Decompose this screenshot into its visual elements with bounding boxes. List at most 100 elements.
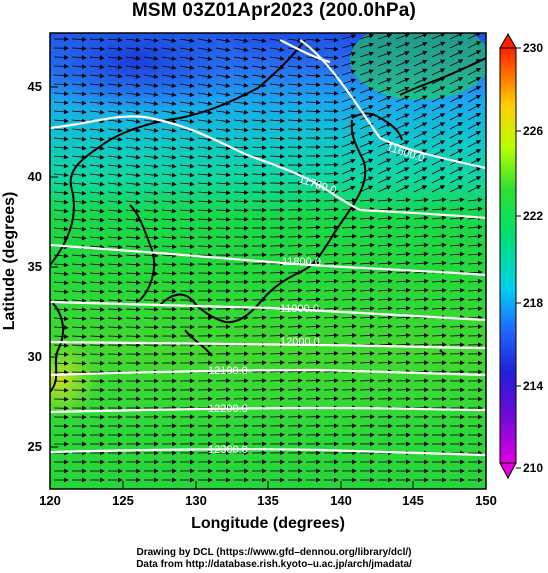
wind-arrow	[359, 269, 375, 275]
contour-label: 12300.0	[208, 444, 248, 456]
colorbar-tick-label: 226	[523, 124, 543, 138]
wind-arrow	[287, 333, 303, 338]
wind-arrow	[431, 206, 447, 212]
wind-arrow	[71, 136, 87, 142]
wind-arrow	[215, 65, 231, 71]
wind-arrow	[143, 74, 159, 79]
wind-arrow	[143, 181, 159, 187]
wind-arrow	[449, 333, 465, 339]
wind-arrow	[413, 167, 428, 175]
wind-arrow	[377, 333, 393, 338]
wind-arrow	[449, 149, 464, 157]
wind-arrow	[413, 86, 428, 94]
wind-arrow	[233, 136, 249, 142]
wind-arrow	[89, 55, 105, 61]
wind-arrow	[377, 242, 393, 248]
wind-arrow	[359, 360, 375, 365]
wind-arrow	[125, 217, 141, 223]
map-title: MSM 03Z01Apr2023 (200.0hPa)	[131, 0, 417, 21]
wind-arrow	[161, 65, 177, 70]
wind-arrow	[449, 50, 464, 58]
wind-arrow	[377, 278, 393, 284]
wind-arrow	[107, 190, 123, 196]
wind-arrow	[125, 136, 141, 142]
wind-arrow	[449, 41, 464, 49]
wind-arrow	[107, 109, 123, 115]
wind-arrow	[431, 140, 446, 148]
wind-arrow	[341, 224, 357, 230]
wind-arrow	[377, 305, 393, 311]
wind-arrow	[323, 396, 339, 402]
wind-arrow	[395, 197, 411, 203]
wind-arrow	[71, 55, 87, 60]
wind-arrow	[269, 145, 285, 150]
wind-arrow	[179, 199, 195, 205]
wind-arrow	[125, 289, 141, 294]
wind-arrow	[341, 351, 357, 356]
wind-arrow	[467, 131, 482, 139]
wind-arrow	[305, 279, 321, 284]
wind-arrow	[89, 217, 105, 223]
wind-arrow	[467, 206, 483, 212]
wind-arrow	[467, 315, 483, 321]
wind-arrow	[215, 47, 231, 53]
wind-arrow	[431, 41, 446, 49]
wind-arrow	[449, 324, 465, 329]
credit-data: Data from http://database.rish.kyoto–u.a…	[136, 559, 412, 570]
wind-arrow	[71, 235, 87, 241]
wind-arrow	[287, 360, 303, 365]
wind-arrow	[197, 101, 213, 106]
wind-arrow	[467, 122, 482, 130]
wind-arrow	[251, 387, 267, 393]
wind-arrow	[107, 316, 123, 321]
wind-arrow	[395, 260, 411, 266]
wind-arrow	[71, 163, 87, 169]
wind-arrow	[89, 289, 105, 295]
wind-arrow	[377, 260, 393, 266]
wind-arrow	[449, 287, 465, 293]
wind-arrow	[71, 343, 87, 348]
wind-arrow	[143, 83, 159, 88]
wind-arrow	[197, 83, 213, 88]
wind-arrow	[89, 271, 105, 277]
wind-arrow	[395, 77, 410, 85]
wind-arrow	[269, 154, 285, 159]
wind-arrow	[413, 251, 429, 257]
wind-arrow	[179, 38, 195, 44]
wind-arrow	[287, 234, 303, 240]
wind-arrow	[323, 91, 339, 96]
wind-arrow	[341, 114, 356, 121]
wind-arrow	[71, 109, 87, 115]
wind-arrow	[413, 197, 429, 203]
wind-arrow	[449, 197, 465, 203]
wind-arrow	[251, 333, 267, 339]
wind-arrow	[197, 208, 213, 214]
wind-arrow	[143, 101, 159, 106]
wind-arrow	[431, 77, 446, 85]
wind-arrow	[341, 333, 357, 338]
wind-arrow	[161, 101, 177, 106]
wind-arrow	[89, 100, 105, 106]
wind-arrow	[287, 279, 303, 284]
wind-arrow	[251, 56, 267, 61]
wind-arrow	[287, 100, 303, 106]
wind-arrow	[143, 47, 159, 52]
wind-arrow	[395, 68, 410, 76]
wind-arrow	[305, 198, 321, 204]
wind-arrow	[323, 305, 339, 311]
wind-arrow	[449, 297, 465, 302]
wind-arrow	[395, 149, 410, 157]
wind-arrow	[143, 136, 159, 142]
wind-arrow	[287, 315, 303, 320]
contour-label: 11900.0	[280, 303, 319, 315]
wind-arrow	[395, 206, 411, 212]
wind-arrow	[125, 46, 141, 52]
wind-arrow	[413, 77, 428, 85]
wind-arrow	[323, 333, 339, 338]
wind-arrow	[251, 74, 267, 79]
wind-arrow	[233, 56, 249, 62]
wind-arrow	[287, 387, 303, 393]
wind-arrow	[305, 82, 321, 88]
wind-arrow	[179, 190, 195, 196]
